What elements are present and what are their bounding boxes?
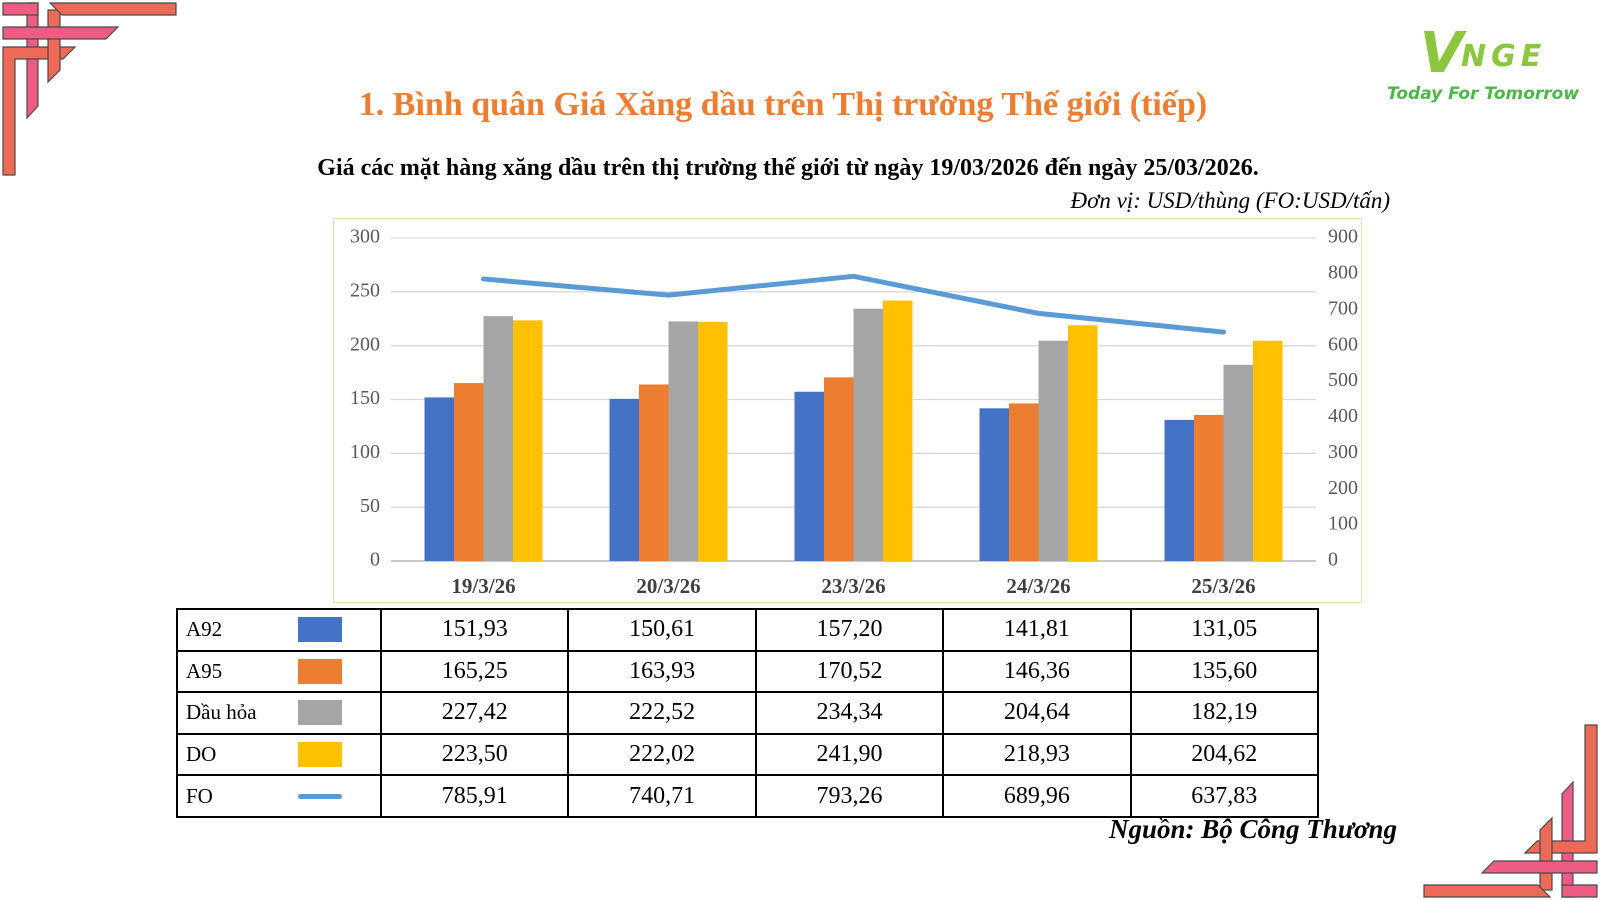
unit-note: Đơn vị: USD/thùng (FO:USD/tấn) — [1070, 188, 1390, 213]
svg-text:300: 300 — [350, 226, 380, 248]
corner-ornament-bottom-right — [1423, 724, 1598, 898]
chart-subtitle: Giá các mặt hàng xăng dầu trên thị trườn… — [317, 155, 1259, 181]
price-cell: 637,83 — [1129, 774, 1319, 818]
price-cell: 170,52 — [754, 649, 945, 694]
svg-text:800: 800 — [1328, 261, 1358, 283]
price-cell: 165,25 — [379, 649, 570, 694]
chart-canvas: 0 50 100 150 200 250 300 0 100 200 300 400 500 600 700… — [350, 226, 1358, 598]
price-cell: 141,81 — [942, 608, 1132, 652]
table-row: A92 151,93 150,61 157,20 141,81 131,05 — [176, 608, 1319, 652]
svg-text:19/3/26: 19/3/26 — [451, 574, 515, 598]
price-cell: 241,90 — [754, 732, 945, 777]
row-label: A92 — [186, 617, 223, 642]
svg-text:400: 400 — [1328, 405, 1358, 427]
svg-text:300: 300 — [1328, 441, 1358, 463]
logo-name: NGE — [1461, 39, 1547, 74]
legend-swatch-a95 — [298, 658, 342, 684]
svg-text:0: 0 — [370, 549, 380, 571]
svg-text:23/3/26: 23/3/26 — [821, 574, 885, 598]
fuel-price-chart: 0 50 100 150 200 250 300 0 100 200 300 400 500 600 700… — [333, 218, 1362, 603]
svg-text:900: 900 — [1328, 226, 1358, 248]
svg-text:200: 200 — [350, 333, 380, 355]
svg-text:200: 200 — [1328, 477, 1358, 499]
legend-swatch-fo-line — [298, 793, 342, 799]
price-cell: 131,05 — [1129, 608, 1319, 652]
price-cell: 182,19 — [1129, 691, 1319, 735]
svg-text:0: 0 — [1328, 549, 1338, 571]
price-cell: 234,34 — [754, 691, 945, 735]
price-cell: 223,50 — [379, 732, 570, 777]
source-note: Nguồn: Bộ Công Thương — [1109, 814, 1397, 844]
row-label: FO — [186, 783, 213, 808]
price-table: A92 151,93 150,61 157,20 141,81 131,05 A… — [176, 608, 1319, 818]
row-label: A95 — [186, 658, 223, 683]
price-cell: 740,71 — [567, 774, 757, 818]
svg-text:100: 100 — [350, 441, 380, 463]
price-cell: 135,60 — [1129, 649, 1319, 694]
price-cell: 222,52 — [567, 691, 757, 735]
table-row: A95 165,25 163,93 170,52 146,36 135,60 — [176, 649, 1319, 694]
row-label: Dầu hỏa — [186, 700, 257, 725]
table-row: DO 223,50 222,02 241,90 218,93 204,62 — [176, 732, 1319, 777]
price-cell: 157,20 — [754, 608, 945, 652]
svg-text:150: 150 — [350, 387, 380, 409]
legend-swatch-dau-hoa — [298, 700, 342, 726]
svg-text:700: 700 — [1328, 297, 1358, 319]
row-label: DO — [186, 742, 217, 767]
price-cell: 163,93 — [567, 649, 757, 694]
price-cell: 785,91 — [379, 774, 570, 818]
price-cell: 150,61 — [567, 608, 757, 652]
price-cell: 227,42 — [379, 691, 570, 735]
price-cell: 222,02 — [567, 732, 757, 777]
legend-swatch-a92 — [298, 617, 342, 643]
svg-text:50: 50 — [360, 495, 380, 517]
svg-text:500: 500 — [1328, 369, 1358, 391]
price-cell: 204,62 — [1129, 732, 1319, 777]
company-logo: VNGE Today For Tomorrow — [1378, 26, 1588, 105]
svg-text:24/3/26: 24/3/26 — [1006, 574, 1070, 598]
svg-text:250: 250 — [350, 279, 380, 301]
svg-text:25/3/26: 25/3/26 — [1191, 574, 1255, 598]
price-cell: 689,96 — [942, 774, 1132, 818]
page-title: 1. Bình quân Giá Xăng dầu trên Thị trườn… — [358, 86, 1208, 123]
price-cell: 146,36 — [942, 649, 1132, 694]
svg-text:100: 100 — [1328, 513, 1358, 535]
svg-text:20/3/26: 20/3/26 — [636, 574, 700, 598]
table-row: FO 785,91 740,71 793,26 689,96 637,83 — [176, 774, 1319, 818]
price-cell: 218,93 — [942, 732, 1132, 777]
price-cell: 204,64 — [942, 691, 1132, 735]
legend-swatch-do — [298, 742, 342, 768]
logo-v-icon: V — [1419, 21, 1463, 86]
price-cell: 793,26 — [754, 774, 945, 818]
price-cell: 151,93 — [379, 608, 570, 652]
table-row: Dầu hỏa 227,42 222,52 234,34 204,64 182,… — [176, 691, 1319, 735]
svg-text:600: 600 — [1328, 333, 1358, 355]
logo-tagline: Today For Tomorrow — [1386, 84, 1580, 104]
